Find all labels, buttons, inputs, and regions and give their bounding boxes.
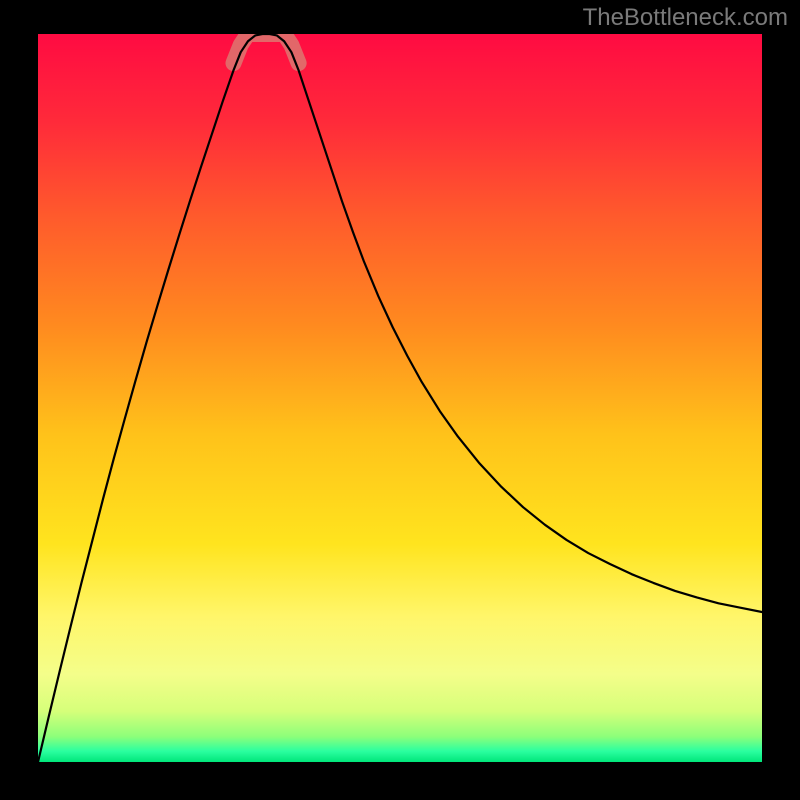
plot-area [38, 34, 762, 762]
watermark-text: TheBottleneck.com [583, 4, 788, 32]
chart-background [38, 34, 762, 762]
chart-svg [38, 34, 762, 762]
